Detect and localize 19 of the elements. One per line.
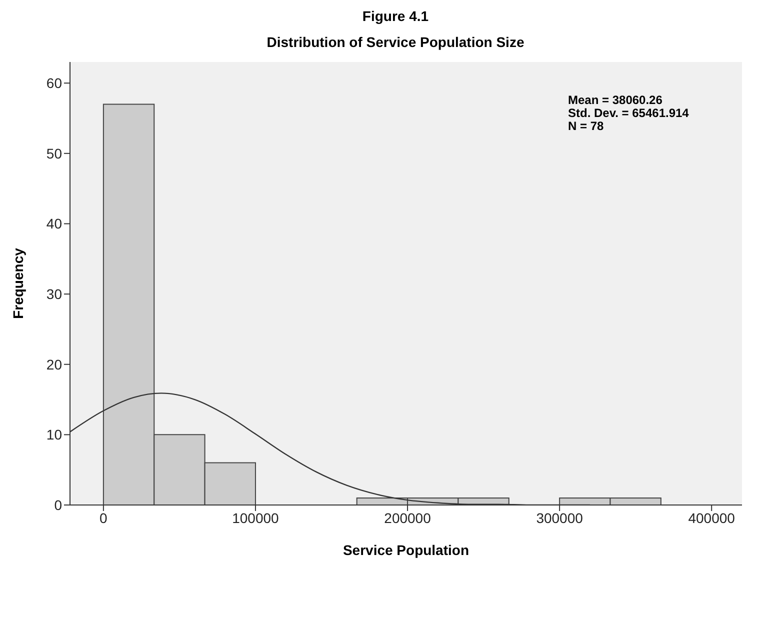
- y-tick-label: 60: [46, 75, 62, 92]
- x-tick-label: 0: [100, 510, 108, 526]
- annotation: Mean = 38060.26: [568, 93, 664, 107]
- x-tick-label: 100000: [232, 510, 280, 526]
- x-tick-label: 200000: [384, 510, 432, 526]
- y-tick-label: 50: [46, 145, 62, 162]
- y-tick-label: 0: [54, 496, 62, 513]
- annotation: Std. Dev. = 65461.914: [568, 106, 689, 120]
- y-tick-label: 20: [46, 356, 62, 372]
- annotation: N = 78: [568, 119, 605, 133]
- y-tick-label: 30: [46, 286, 62, 302]
- y-tick-label: 10: [46, 426, 62, 443]
- chart-title: Figure 4.1: [361, 8, 430, 24]
- x-tick-label: 300000: [536, 510, 584, 526]
- x-axis-title: Service Population: [342, 542, 470, 558]
- chart-subtitle: Distribution of Service Population Size: [266, 34, 526, 50]
- y-tick-label: 40: [46, 216, 62, 232]
- y-axis-title: Frequency: [10, 248, 26, 319]
- x-tick-label: 400000: [688, 510, 736, 526]
